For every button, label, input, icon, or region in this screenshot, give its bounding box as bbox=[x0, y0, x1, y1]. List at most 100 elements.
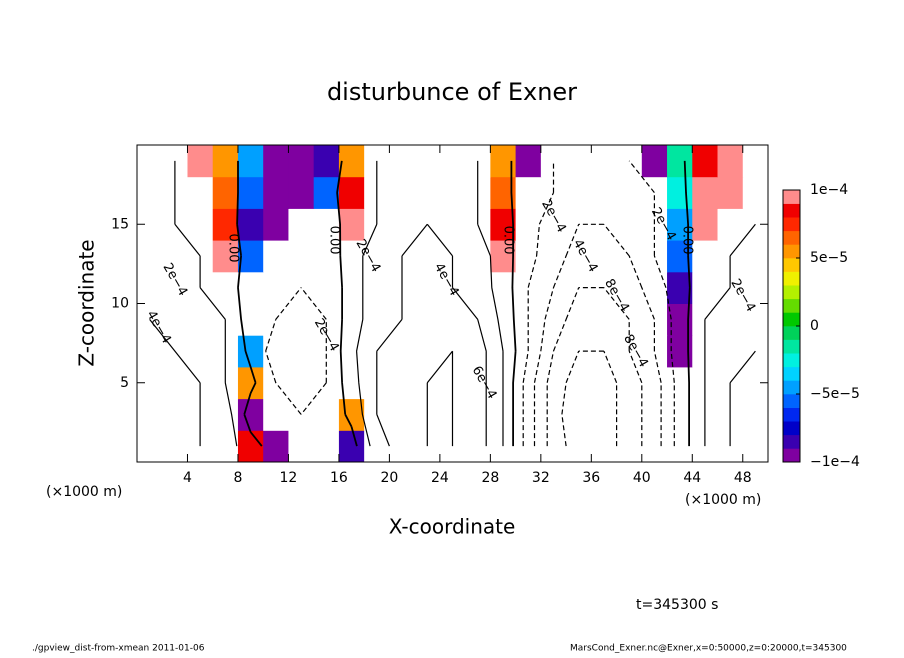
cell bbox=[162, 240, 188, 273]
colorbar-swatch bbox=[783, 258, 800, 272]
x-axis-label: X-coordinate bbox=[389, 515, 516, 539]
cell bbox=[717, 335, 744, 368]
cell bbox=[414, 240, 441, 273]
cell bbox=[263, 240, 289, 273]
cell bbox=[515, 145, 542, 178]
cell bbox=[717, 303, 744, 336]
contour-line bbox=[561, 350, 618, 447]
cell bbox=[540, 240, 567, 273]
cell bbox=[313, 208, 340, 241]
cell bbox=[389, 366, 416, 400]
cell bbox=[439, 303, 466, 336]
cell bbox=[338, 240, 365, 273]
cell bbox=[692, 176, 719, 209]
cell bbox=[616, 366, 643, 400]
cell bbox=[641, 366, 668, 400]
y-tick-label: 5 bbox=[120, 375, 129, 391]
cell bbox=[288, 430, 315, 462]
cell bbox=[414, 303, 441, 336]
cell bbox=[137, 335, 163, 368]
cell bbox=[263, 208, 289, 241]
cell bbox=[338, 271, 365, 304]
cell bbox=[465, 240, 491, 273]
colorbar-swatch bbox=[783, 394, 800, 408]
x-tick-label: 20 bbox=[380, 470, 398, 486]
cell bbox=[288, 145, 315, 178]
cell bbox=[263, 145, 289, 178]
cell bbox=[187, 208, 214, 241]
cell bbox=[717, 208, 744, 241]
cell bbox=[540, 430, 567, 462]
cell bbox=[162, 398, 188, 431]
cell bbox=[692, 271, 719, 304]
contour-label: 0.00 bbox=[501, 226, 516, 255]
y-tick-label: 10 bbox=[111, 296, 129, 312]
cell bbox=[263, 430, 289, 462]
cell bbox=[137, 240, 163, 273]
cell bbox=[591, 366, 618, 400]
cell bbox=[465, 335, 491, 368]
cell bbox=[465, 430, 491, 462]
cell bbox=[313, 271, 340, 304]
cell bbox=[187, 176, 214, 209]
contour-line bbox=[149, 223, 756, 447]
cell bbox=[641, 271, 668, 304]
cell bbox=[137, 145, 163, 178]
cell bbox=[212, 208, 239, 241]
cell bbox=[641, 145, 668, 178]
contour-label: 0.00 bbox=[225, 234, 240, 263]
colorbar-swatch bbox=[783, 326, 800, 340]
cell bbox=[263, 335, 289, 368]
cell bbox=[515, 176, 542, 209]
cell bbox=[288, 240, 315, 273]
cell bbox=[742, 271, 768, 304]
cell bbox=[566, 176, 592, 209]
cell bbox=[717, 145, 744, 178]
contour-line bbox=[174, 160, 756, 447]
colorbar-swatch bbox=[783, 230, 800, 245]
cell bbox=[591, 145, 618, 178]
x-tick-label: 24 bbox=[431, 470, 449, 486]
cell bbox=[137, 271, 163, 304]
cell bbox=[212, 240, 239, 273]
cell bbox=[212, 430, 239, 462]
cell bbox=[439, 208, 466, 241]
cell bbox=[591, 303, 618, 336]
cell bbox=[465, 271, 491, 304]
x-tick-label: 16 bbox=[330, 470, 348, 486]
cell bbox=[364, 240, 390, 273]
colorbar-tick-label: −1e−4 bbox=[810, 454, 860, 470]
cell bbox=[616, 398, 643, 431]
cell bbox=[212, 145, 239, 178]
cell bbox=[237, 398, 264, 431]
cell bbox=[515, 366, 542, 400]
cell bbox=[263, 398, 289, 431]
cell bbox=[263, 271, 289, 304]
cell bbox=[389, 398, 416, 431]
cell bbox=[515, 208, 542, 241]
colorbar-swatch bbox=[783, 285, 800, 300]
cell bbox=[692, 240, 719, 273]
cell bbox=[389, 208, 416, 241]
colorbar-swatch bbox=[783, 407, 800, 422]
cell bbox=[162, 430, 188, 462]
x-tick-label: 28 bbox=[481, 470, 499, 486]
cell bbox=[515, 430, 542, 462]
x-tick-label: 32 bbox=[532, 470, 550, 486]
cell bbox=[540, 303, 567, 336]
cell bbox=[187, 145, 214, 178]
cell bbox=[616, 208, 643, 241]
cell bbox=[389, 430, 416, 462]
cell bbox=[742, 430, 768, 462]
cell bbox=[212, 398, 239, 431]
colorbar-swatch bbox=[783, 271, 800, 286]
cell bbox=[212, 176, 239, 209]
cell bbox=[742, 398, 768, 431]
cell bbox=[313, 176, 340, 209]
cell bbox=[338, 335, 365, 368]
cell bbox=[742, 176, 768, 209]
contour-line bbox=[533, 223, 662, 447]
cell bbox=[490, 303, 517, 336]
